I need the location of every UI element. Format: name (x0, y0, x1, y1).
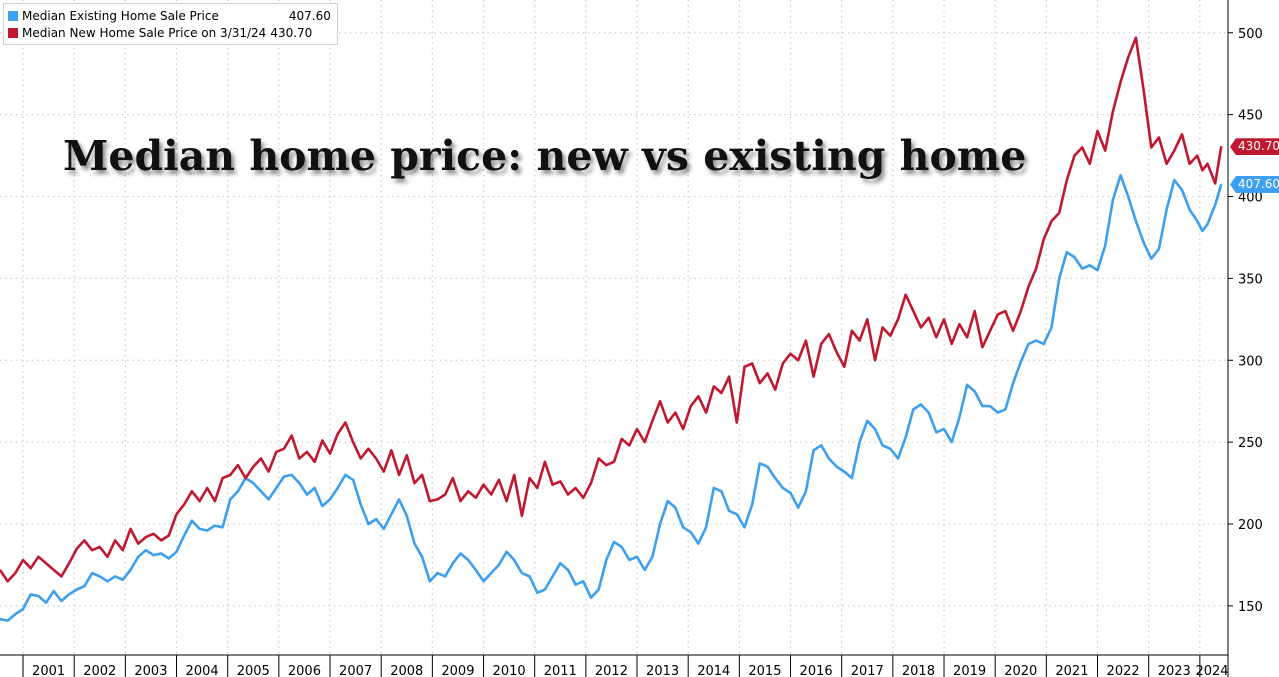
x-tick-label: 2017 (851, 664, 884, 677)
x-tick-label: 2020 (1004, 664, 1037, 677)
legend-swatch-new (8, 27, 18, 38)
series-lines (0, 36, 1223, 622)
x-tick-label: 2003 (134, 664, 167, 677)
y-tick-label: 300 (1238, 354, 1263, 369)
legend-label-new: Median New Home Sale Price on 3/31/24 (22, 25, 267, 40)
x-tick-label: 2023 (1158, 664, 1191, 677)
x-tick-label: 2009 (441, 664, 474, 677)
x-tick-label: 2012 (595, 664, 628, 677)
x-tick-label: 2005 (237, 664, 270, 677)
y-tick-label: 150 (1238, 600, 1263, 615)
y-tick-label: 200 (1238, 518, 1263, 533)
x-tick-label: 2004 (186, 664, 219, 677)
legend-swatch-existing (8, 10, 18, 21)
x-tick-label: 2014 (697, 664, 730, 677)
overlay-title: Median home price: new vs existing home (63, 132, 1027, 180)
legend-label-existing: Median Existing Home Sale Price (22, 8, 219, 23)
y-tick-label: 250 (1238, 436, 1263, 451)
legend-value-existing: 407.60 (288, 8, 331, 23)
x-tick-label: 2022 (1107, 664, 1140, 677)
x-tick-label: 2002 (83, 664, 116, 677)
series-line-new (0, 36, 1223, 583)
x-tick-label: 2011 (544, 664, 577, 677)
x-tick-label: 2007 (339, 664, 372, 677)
legend-item-new: Median New Home Sale Price on 3/31/24 43… (8, 24, 331, 41)
x-tick-label: 2018 (902, 664, 935, 677)
x-tick-label: 2008 (390, 664, 423, 677)
series-line-existing (0, 173, 1223, 622)
last-value-tag-existing: 407.60 (1230, 176, 1279, 194)
y-tick-label: 450 (1238, 109, 1263, 124)
x-tick-label: 2019 (953, 664, 986, 677)
x-tick-label: 2001 (32, 664, 65, 677)
grid-lines (0, 0, 1228, 655)
y-tick-label: 350 (1238, 272, 1263, 287)
y-tick-label: 500 (1238, 27, 1263, 42)
x-tick-label: 2016 (800, 664, 833, 677)
last-value-tag-new: 430.70 (1230, 138, 1279, 156)
x-tick-label: 2021 (1055, 664, 1088, 677)
legend-value-new: 430.70 (270, 25, 313, 40)
x-tick-label: 2013 (646, 664, 679, 677)
y-tick-label: 400 (1238, 191, 1263, 206)
x-tick-label: 2010 (493, 664, 526, 677)
legend-item-existing: Median Existing Home Sale Price 407.60 (8, 7, 331, 24)
x-tick-label: 2006 (288, 664, 321, 677)
x-tick-label: 2024 (1195, 664, 1228, 677)
legend: Median Existing Home Sale Price 407.60 M… (3, 3, 338, 45)
x-tick-label: 2015 (748, 664, 781, 677)
